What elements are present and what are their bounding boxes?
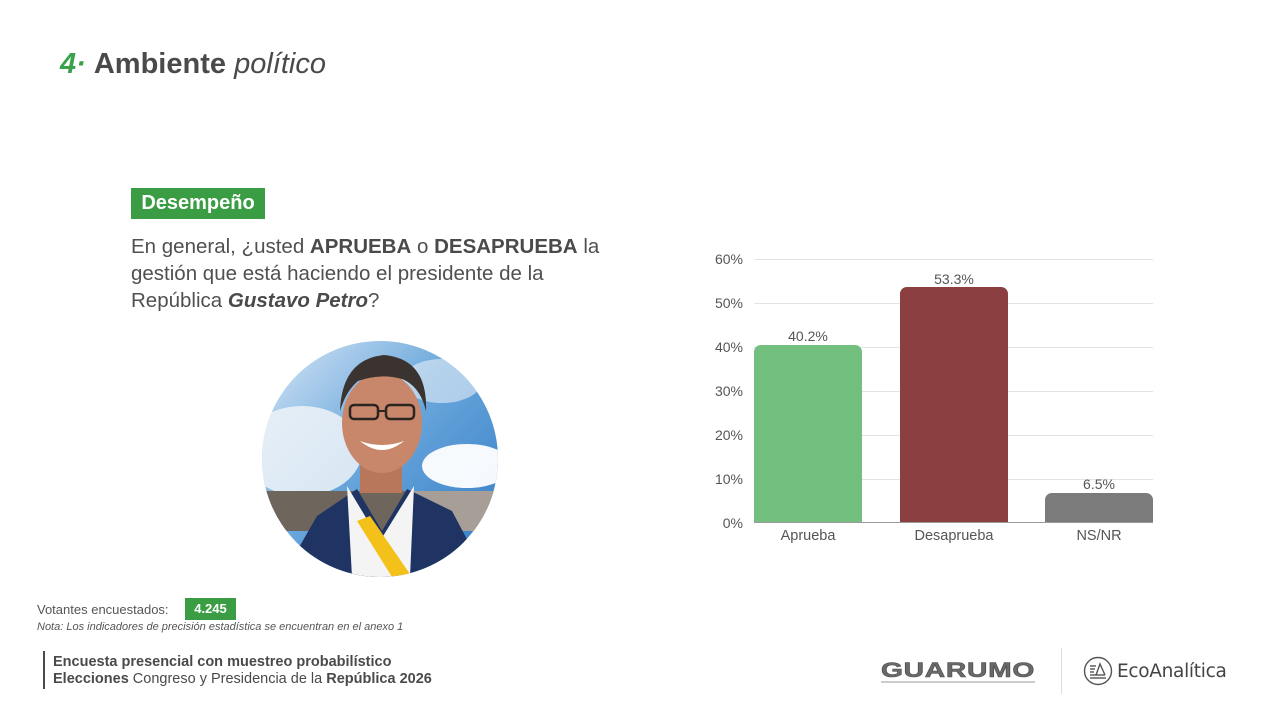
footer-accent-bar bbox=[43, 651, 45, 689]
category-label-desaprueba: Desaprueba bbox=[914, 528, 994, 544]
precision-note: Nota: Los indicadores de precisión estad… bbox=[37, 621, 404, 633]
president-portrait bbox=[262, 341, 498, 577]
logo-divider bbox=[1061, 648, 1062, 694]
title-italic: político bbox=[234, 48, 326, 80]
question-disapprove: DESAPRUEBA bbox=[434, 235, 578, 258]
footer-election: Elecciones Congreso y Presidencia de la … bbox=[53, 671, 432, 688]
question-text: o bbox=[411, 235, 435, 258]
question-text: ? bbox=[368, 289, 380, 312]
svg-text:GUARUMO: GUARUMO bbox=[881, 659, 1035, 682]
y-tick-label: 50% bbox=[714, 295, 743, 311]
ecoanalitica-logo: EcoAnalítica bbox=[1083, 655, 1227, 687]
survey-question: En general, ¿usted APRUEBA o DESAPRUEBA … bbox=[131, 233, 601, 314]
question-president-name: Gustavo Petro bbox=[227, 289, 368, 312]
approval-bar-chart: 60% 50% 40% 30% 20% 10% 0% 40.2% 53.3% 6… bbox=[700, 240, 1170, 560]
footer-election-text: Congreso y Presidencia de la bbox=[128, 671, 327, 687]
value-label-desaprueba: 53.3% bbox=[934, 271, 974, 287]
bar-desaprueba bbox=[900, 287, 1008, 522]
value-label-nsnr: 6.5% bbox=[1083, 476, 1115, 492]
footer-survey-type: Encuesta presencial con muestreo probabi… bbox=[53, 654, 392, 670]
page-title: 4· Ambiente político bbox=[60, 46, 326, 82]
y-tick-label: 20% bbox=[714, 427, 743, 443]
sample-count-badge: 4.245 bbox=[185, 598, 236, 620]
sample-label: Votantes encuestados: bbox=[37, 602, 169, 617]
ecoanalitica-wordmark: EcoAnalítica bbox=[1117, 660, 1227, 682]
y-tick-label: 60% bbox=[714, 251, 743, 267]
footer-election-year: República 2026 bbox=[326, 671, 432, 687]
y-tick-label: 0% bbox=[722, 515, 743, 531]
question-text: En general, ¿usted bbox=[131, 235, 310, 258]
topic-tag: Desempeño bbox=[131, 188, 265, 219]
question-text: la gestión que está haciendo el presiden… bbox=[131, 235, 600, 312]
question-approve: APRUEBA bbox=[309, 235, 412, 258]
category-label-aprueba: Aprueba bbox=[780, 528, 836, 544]
x-axis-line bbox=[754, 522, 1153, 523]
footer-election-bold: Elecciones bbox=[53, 671, 129, 687]
title-bold: Ambiente bbox=[93, 48, 226, 80]
section-number: 4· bbox=[60, 48, 86, 80]
guarumo-logo: GUARUMO bbox=[879, 658, 1037, 684]
y-tick-label: 10% bbox=[714, 471, 743, 487]
category-label-nsnr: NS/NR bbox=[1076, 528, 1122, 544]
ecoanalitica-icon bbox=[1083, 656, 1113, 686]
y-tick-label: 30% bbox=[714, 383, 743, 399]
bar-aprueba bbox=[754, 345, 862, 522]
bar-nsnr bbox=[1045, 493, 1153, 522]
y-tick-label: 40% bbox=[714, 339, 743, 355]
value-label-aprueba: 40.2% bbox=[788, 328, 828, 344]
gridline-60 bbox=[754, 259, 1153, 260]
